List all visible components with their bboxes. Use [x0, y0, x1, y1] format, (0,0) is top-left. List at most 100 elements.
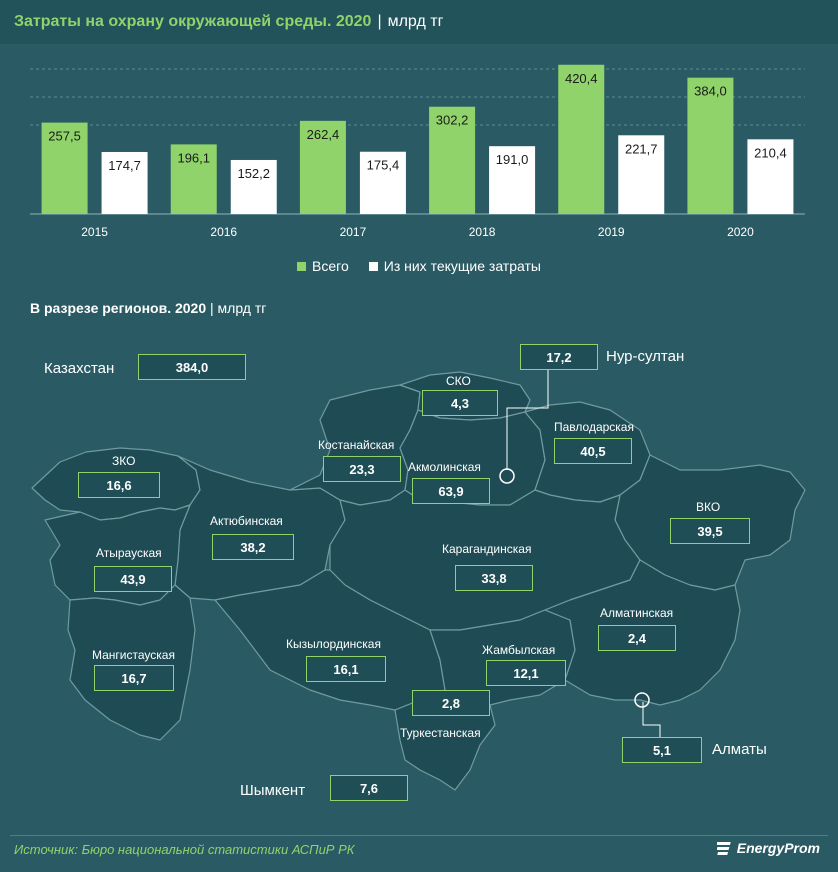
city-value-almaty: 5,1 [652, 742, 672, 758]
region-value-aktobe: 38,2 [240, 539, 266, 555]
region-label-zhambyl: Жамбылская [482, 643, 556, 657]
bar-total-2016 [170, 144, 217, 214]
region-value-box-aktobe: 38,2 [212, 534, 294, 560]
region-label-pavlodar: Павлодарская [554, 420, 634, 434]
legend-label-current: Из них текущие затраты [383, 258, 541, 274]
bar-total-2015 [41, 122, 88, 214]
region-value-box-pavlodar: 40,5 [554, 438, 632, 464]
region-value-akmola: 63,9 [438, 483, 464, 499]
region-value-kyzylorda: 16,1 [333, 661, 359, 677]
data-label-total-2017: 262,4 [307, 127, 340, 142]
energyprom-logo-icon [716, 842, 731, 855]
region-value-pavlodar: 40,5 [580, 443, 606, 459]
bar-total-2018 [429, 106, 476, 214]
x-tick-label-2019: 2019 [598, 225, 625, 239]
region-value-box-almaty-region: 2,4 [598, 625, 676, 651]
city-label-shymkent: Шымкент [240, 782, 306, 799]
region-label-kostanay: Костанайская [318, 438, 395, 452]
region-label-zko: ЗКО [112, 454, 136, 468]
city-label-nur-sultan: Нур-султан [606, 348, 685, 365]
region-value-box-sko: 4,3 [422, 390, 498, 416]
region-label-almaty-region: Алматинская [600, 606, 674, 620]
region-value-box-turkestan: 2,8 [412, 690, 490, 716]
region-shape-mangystau [67, 584, 196, 741]
city-value-box-shymkent: 7,6 [330, 775, 408, 801]
region-label-mangystau: Мангистауская [92, 648, 175, 662]
legend-item-total: Всего [297, 258, 349, 274]
region-value-atyrau: 43,9 [120, 571, 146, 587]
region-value-box-kyzylorda: 16,1 [306, 656, 386, 682]
bar-current-2020 [747, 139, 794, 214]
region-value-box-vko: 39,5 [670, 518, 750, 544]
region-value-vko: 39,5 [697, 523, 723, 539]
region-label-kyzylorda: Кызылординская [286, 637, 381, 651]
title-separator: | [377, 13, 382, 30]
city-value-box-nur-sultan: 17,2 [520, 344, 598, 370]
bar-current-2017 [359, 151, 406, 214]
chart-title: Затраты на охрану окружающей среды. 2020 [14, 13, 372, 30]
region-value-kostanay: 23,3 [349, 461, 375, 477]
region-label-turkestan: Туркестанская [400, 726, 481, 740]
legend-label-total: Всего [312, 258, 349, 274]
region-label-karaganda: Карагандинская [442, 542, 532, 556]
region-value-box-atyrau: 43,9 [94, 566, 172, 592]
bar-total-2019 [558, 64, 605, 214]
x-tick-label-2015: 2015 [81, 225, 108, 239]
region-value-box-karaganda: 33,8 [455, 565, 533, 591]
region-label-aktobe: Актюбинская [210, 514, 283, 528]
city-value-shymkent: 7,6 [359, 780, 379, 796]
legend-swatch-current [368, 261, 378, 271]
data-label-current-2020: 210,4 [754, 145, 787, 160]
legend-swatch-total [297, 261, 307, 271]
region-value-turkestan: 2,8 [441, 695, 461, 711]
city-marker-nur-sultan [499, 468, 515, 484]
energyprom-logo-text: EnergyProm [736, 840, 820, 856]
region-value-mangystau: 16,7 [121, 670, 147, 686]
region-value-box-zhambyl: 12,1 [486, 660, 566, 686]
bar-total-2017 [299, 120, 346, 214]
region-value-zko: 16,6 [106, 477, 132, 493]
region-value-sko: 4,3 [450, 395, 470, 411]
data-label-total-2018: 302,2 [436, 113, 469, 128]
chart-title-bar: Затраты на охрану окружающей среды. 2020… [0, 0, 838, 44]
city-value-nur-sultan: 17,2 [546, 349, 572, 365]
title-unit: млрд тг [387, 13, 444, 30]
x-tick-label-2020: 2020 [727, 225, 754, 239]
region-value-box-akmola: 63,9 [412, 478, 490, 504]
source-note: Источник: Бюро национальной статистики А… [14, 842, 355, 857]
kazakhstan-label: Казахстан [44, 360, 115, 377]
data-label-total-2020: 384,0 [694, 84, 727, 99]
data-label-total-2019: 420,4 [565, 71, 598, 86]
bar-current-2019 [618, 135, 665, 214]
data-label-current-2018: 191,0 [496, 152, 529, 167]
legend-item-current: Из них текущие затраты [368, 258, 541, 274]
region-value-almaty-region: 2,4 [627, 630, 647, 646]
regions-title-unit: млрд тг [217, 300, 267, 316]
region-label-vko: ВКО [696, 500, 721, 514]
kazakhstan-value: 384,0 [175, 359, 209, 375]
kazakhstan-value-box: 384,0 [138, 354, 246, 380]
data-label-total-2016: 196,1 [177, 150, 210, 165]
city-value-box-almaty: 5,1 [622, 737, 702, 763]
bar-current-2015 [101, 151, 148, 214]
region-label-akmola: Акмолинская [408, 460, 481, 474]
region-value-box-kostanay: 23,3 [323, 456, 401, 482]
connector-almaty [642, 702, 661, 737]
data-label-current-2017: 175,4 [367, 158, 400, 173]
bar-current-2018 [489, 146, 536, 214]
regions-section-title: В разрезе регионов. 2020 | млрд тг [30, 300, 266, 316]
bar-current-2016 [230, 159, 277, 214]
chart-legend: Всего Из них текущие затраты [0, 258, 838, 274]
city-label-almaty: Алматы [712, 741, 767, 758]
region-value-box-mangystau: 16,7 [94, 665, 174, 691]
region-label-atyrau: Атырауская [96, 546, 162, 560]
region-value-karaganda: 33,8 [481, 570, 507, 586]
bar-total-2020 [687, 77, 734, 215]
region-value-box-zko: 16,6 [78, 472, 160, 498]
data-label-current-2016: 152,2 [237, 166, 270, 181]
data-label-total-2015: 257,5 [48, 129, 81, 144]
regions-title-text: В разрезе регионов. 2020 [30, 300, 207, 316]
x-tick-label-2016: 2016 [210, 225, 237, 239]
region-value-zhambyl: 12,1 [513, 665, 539, 681]
bar-chart: 257,5 174,7 2015 196,1 152,2 2016 262,4 175,4 20… [30, 64, 805, 239]
